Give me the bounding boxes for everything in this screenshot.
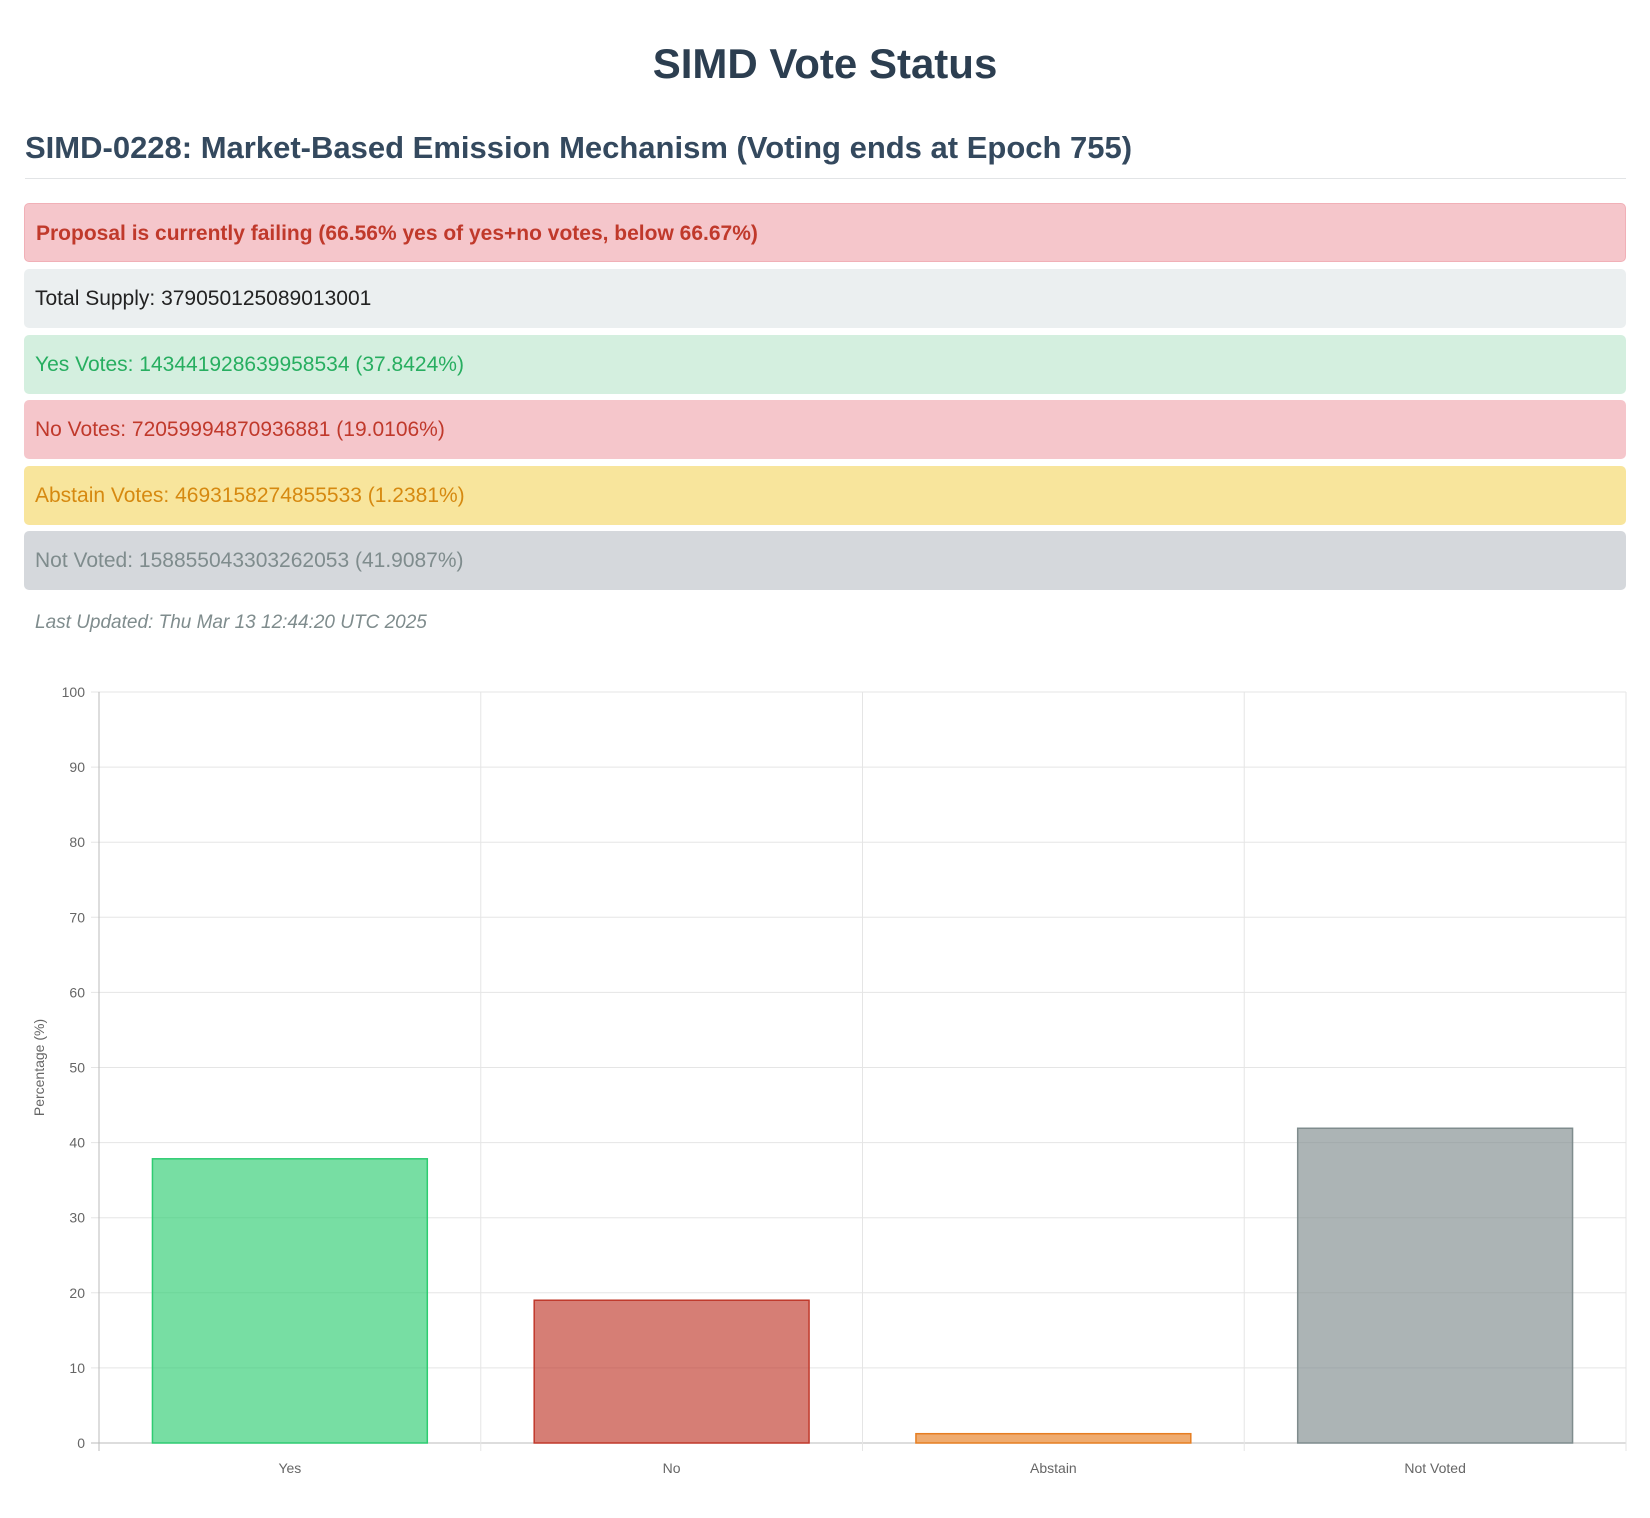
chart: 0 10 20 30 40 50 60 70 80 90 100 Percentage (%) Yes N… — [31, 684, 1627, 1476]
y-tick-label: 100 — [62, 684, 86, 700]
bar — [151, 1158, 429, 1444]
proposal-title: SIMD-0228: Market-Based Emission Mechani… — [25, 130, 1626, 179]
y-tick-label: 70 — [69, 909, 85, 925]
y-tick-label: 20 — [69, 1285, 85, 1301]
y-tick-label: 40 — [69, 1135, 85, 1151]
yes-votes: Yes Votes: 143441928639958534 (37.8424%) — [24, 335, 1626, 394]
total-supply: Total Supply: 379050125089013001 — [24, 269, 1626, 328]
y-tick-label: 50 — [69, 1060, 85, 1076]
y-axis-label: Percentage (%) — [31, 1019, 47, 1116]
y-tick-label: 0 — [77, 1435, 85, 1451]
abstain-votes: Abstain Votes: 4693158274855533 (1.2381%… — [24, 466, 1626, 525]
y-tick-label: 10 — [69, 1360, 85, 1376]
y-tick-label: 30 — [69, 1210, 85, 1226]
bar — [915, 1432, 1192, 1444]
page-title: SIMD Vote Status — [652, 40, 998, 87]
y-tick-label: 60 — [69, 984, 85, 1000]
no-votes: No Votes: 72059994870936881 (19.0106%) — [24, 400, 1626, 459]
y-tick-label: 80 — [69, 834, 85, 850]
bar — [1296, 1127, 1574, 1444]
x-tick-label: Yes — [278, 1460, 301, 1476]
x-tick-label: No — [663, 1460, 681, 1476]
not-voted: Not Voted: 158855043303262053 (41.9087%) — [24, 531, 1626, 590]
bar — [533, 1299, 810, 1444]
y-tick-label: 90 — [69, 759, 85, 775]
x-tick-label: Not Voted — [1404, 1460, 1466, 1476]
status-message: Proposal is currently failing (66.56% ye… — [24, 203, 1626, 262]
last-updated: Last Updated: Thu Mar 13 12:44:20 UTC 20… — [35, 612, 427, 633]
x-tick-label: Abstain — [1030, 1460, 1077, 1476]
